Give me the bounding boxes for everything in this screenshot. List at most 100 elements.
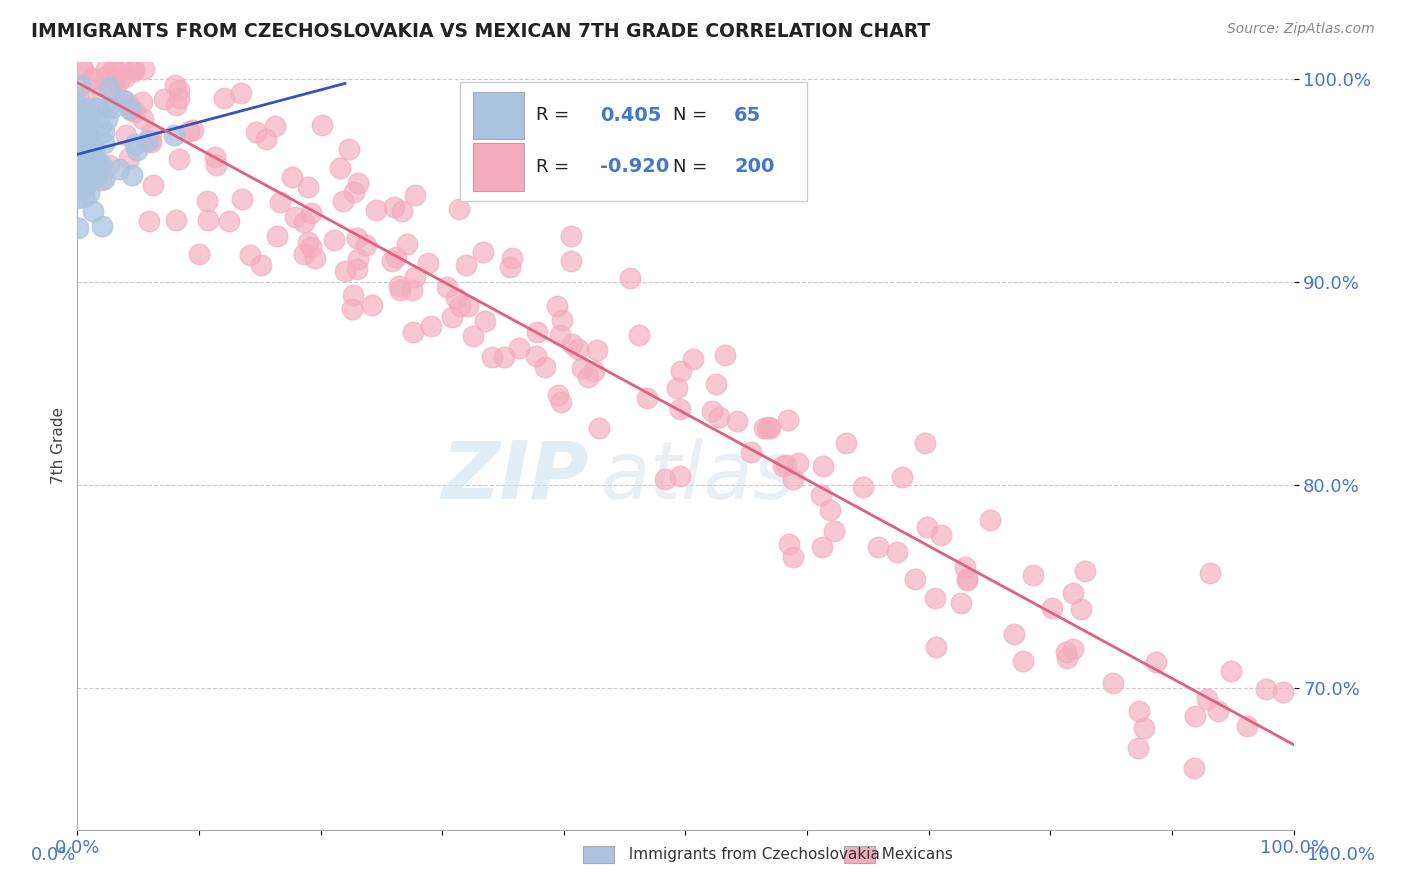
Point [547, 388, 569, 402]
Point [346, 176, 368, 190]
Point [77, 186, 100, 201]
Point [389, 283, 412, 297]
Point [304, 252, 326, 266]
Point [956, 572, 979, 586]
Point [524, 349, 547, 363]
Point [89, 156, 111, 170]
Point [337, 142, 360, 156]
Point [76, 153, 98, 168]
Point [388, 278, 411, 293]
FancyBboxPatch shape [460, 81, 807, 201]
Point [72, 190, 94, 204]
Point [346, 252, 368, 266]
Point [69, 78, 91, 92]
Point [301, 205, 323, 219]
Point [76, 116, 98, 130]
Point [281, 169, 304, 184]
Point [167, 91, 190, 105]
Text: 65: 65 [734, 106, 761, 125]
Point [90, 219, 112, 233]
Text: N =: N = [673, 158, 707, 176]
Point [682, 351, 704, 366]
Point [84, 169, 107, 184]
Point [322, 233, 344, 247]
Point [132, 112, 155, 126]
Point [77, 163, 100, 178]
Point [346, 261, 368, 276]
Point [118, 102, 141, 116]
Point [82, 73, 104, 87]
Point [335, 264, 357, 278]
Point [167, 83, 190, 97]
Point [755, 421, 778, 435]
Point [66, 90, 89, 104]
Point [79, 127, 101, 141]
Point [560, 229, 582, 244]
Point [332, 194, 354, 208]
Point [114, 70, 136, 84]
Point [188, 247, 211, 261]
Point [461, 328, 484, 343]
Point [361, 298, 384, 312]
Point [76, 153, 98, 168]
Point [264, 119, 287, 133]
Point [1054, 645, 1077, 659]
Point [752, 421, 775, 435]
Text: IMMIGRANTS FROM CZECHOSLOVAKIA VS MEXICAN 7TH GRADE CORRELATION CHART: IMMIGRANTS FROM CZECHOSLOVAKIA VS MEXICA… [31, 22, 931, 41]
Point [136, 134, 159, 148]
Point [67, 162, 90, 177]
Point [72, 121, 94, 136]
Point [292, 247, 315, 261]
Point [886, 545, 908, 559]
Point [231, 192, 253, 206]
Point [101, 62, 124, 76]
Point [69, 128, 91, 142]
Point [823, 524, 845, 538]
Point [955, 573, 977, 587]
Point [108, 161, 131, 176]
Point [139, 126, 162, 140]
Point [953, 559, 976, 574]
Point [782, 472, 804, 486]
Point [669, 364, 692, 378]
Point [1012, 654, 1035, 668]
Point [654, 471, 676, 485]
Point [163, 128, 186, 142]
Point [97, 101, 120, 115]
Point [98, 81, 121, 95]
Text: N =: N = [673, 106, 707, 124]
Point [835, 436, 858, 450]
Point [76, 147, 98, 161]
Point [550, 395, 572, 409]
Point [1219, 664, 1241, 678]
Point [118, 97, 141, 112]
Point [77, 106, 100, 120]
Point [447, 202, 470, 216]
Point [197, 213, 219, 227]
Point [67, 153, 90, 168]
Text: 100.0%: 100.0% [1308, 846, 1375, 863]
Point [269, 194, 291, 209]
Point [111, 62, 134, 76]
Point [342, 302, 364, 317]
Point [356, 238, 378, 252]
Point [346, 231, 368, 245]
Point [75, 126, 97, 140]
Point [1144, 656, 1167, 670]
Point [915, 519, 938, 533]
Point [84, 153, 107, 167]
Point [924, 591, 946, 606]
Point [118, 151, 141, 165]
Point [138, 214, 160, 228]
Point [508, 342, 530, 356]
Y-axis label: 7th Grade: 7th Grade [51, 408, 66, 484]
Point [474, 314, 496, 328]
Point [454, 258, 477, 272]
Point [239, 248, 262, 262]
Point [1199, 566, 1222, 580]
Point [772, 458, 794, 473]
Point [256, 132, 278, 146]
Point [498, 260, 520, 274]
Point [80, 139, 103, 153]
Point [131, 95, 153, 109]
